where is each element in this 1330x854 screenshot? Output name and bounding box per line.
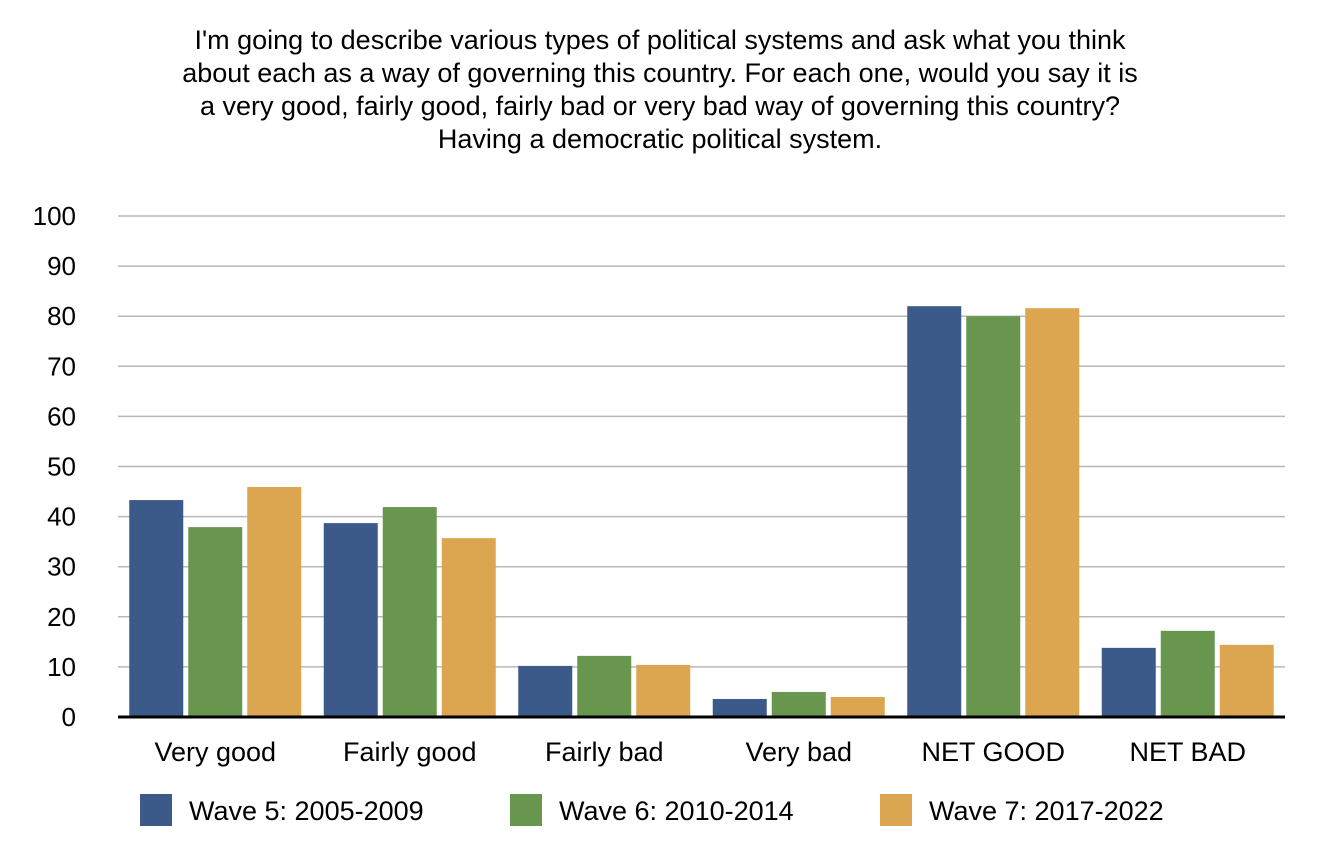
bar bbox=[577, 655, 632, 717]
bar bbox=[1219, 644, 1274, 717]
bar bbox=[188, 527, 243, 717]
bar bbox=[247, 487, 302, 717]
y-tick-label: 80 bbox=[47, 301, 76, 331]
y-tick-label: 10 bbox=[47, 652, 76, 682]
bar bbox=[907, 306, 962, 717]
y-tick-label: 60 bbox=[47, 401, 76, 431]
y-tick-label: 90 bbox=[47, 251, 76, 281]
legend-swatch bbox=[510, 794, 542, 826]
legend-label: Wave 7: 2017-2022 bbox=[929, 796, 1164, 826]
title-line: about each as a way of governing this co… bbox=[182, 58, 1138, 88]
y-tick-label: 20 bbox=[47, 602, 76, 632]
x-tick-label: Fairly good bbox=[343, 737, 477, 767]
x-tick-label: NET GOOD bbox=[921, 737, 1065, 767]
bar bbox=[382, 507, 437, 717]
bar bbox=[1160, 630, 1215, 717]
y-tick-label: 0 bbox=[62, 702, 76, 732]
bar bbox=[830, 696, 885, 717]
legend-swatch bbox=[140, 794, 172, 826]
chart-title: I'm going to describe various types of p… bbox=[100, 24, 1220, 156]
x-tick-label: Very bad bbox=[745, 737, 852, 767]
bar bbox=[129, 500, 184, 717]
bar bbox=[771, 691, 826, 717]
bar bbox=[1101, 647, 1156, 717]
bar bbox=[1025, 308, 1080, 717]
x-tick-label: Fairly bad bbox=[545, 737, 664, 767]
y-tick-label: 70 bbox=[47, 351, 76, 381]
y-tick-label: 100 bbox=[33, 201, 76, 231]
bar bbox=[636, 664, 691, 717]
bar bbox=[712, 698, 767, 717]
legend-label: Wave 5: 2005-2009 bbox=[189, 796, 424, 826]
title-line: Having a democratic political system. bbox=[437, 124, 883, 154]
legend-swatch bbox=[880, 794, 912, 826]
y-tick-label: 30 bbox=[47, 552, 76, 582]
x-tick-label: NET BAD bbox=[1129, 737, 1246, 767]
bar bbox=[966, 316, 1021, 717]
legend-label: Wave 6: 2010-2014 bbox=[559, 796, 794, 826]
bar bbox=[518, 665, 573, 717]
bar bbox=[441, 538, 496, 717]
title-line: a very good, fairly good, fairly bad or … bbox=[200, 91, 1120, 121]
title-line: I'm going to describe various types of p… bbox=[194, 25, 1126, 55]
x-tick-label: Very good bbox=[154, 737, 276, 767]
y-tick-label: 50 bbox=[47, 452, 76, 482]
bar bbox=[323, 523, 378, 717]
y-tick-label: 40 bbox=[47, 502, 76, 532]
